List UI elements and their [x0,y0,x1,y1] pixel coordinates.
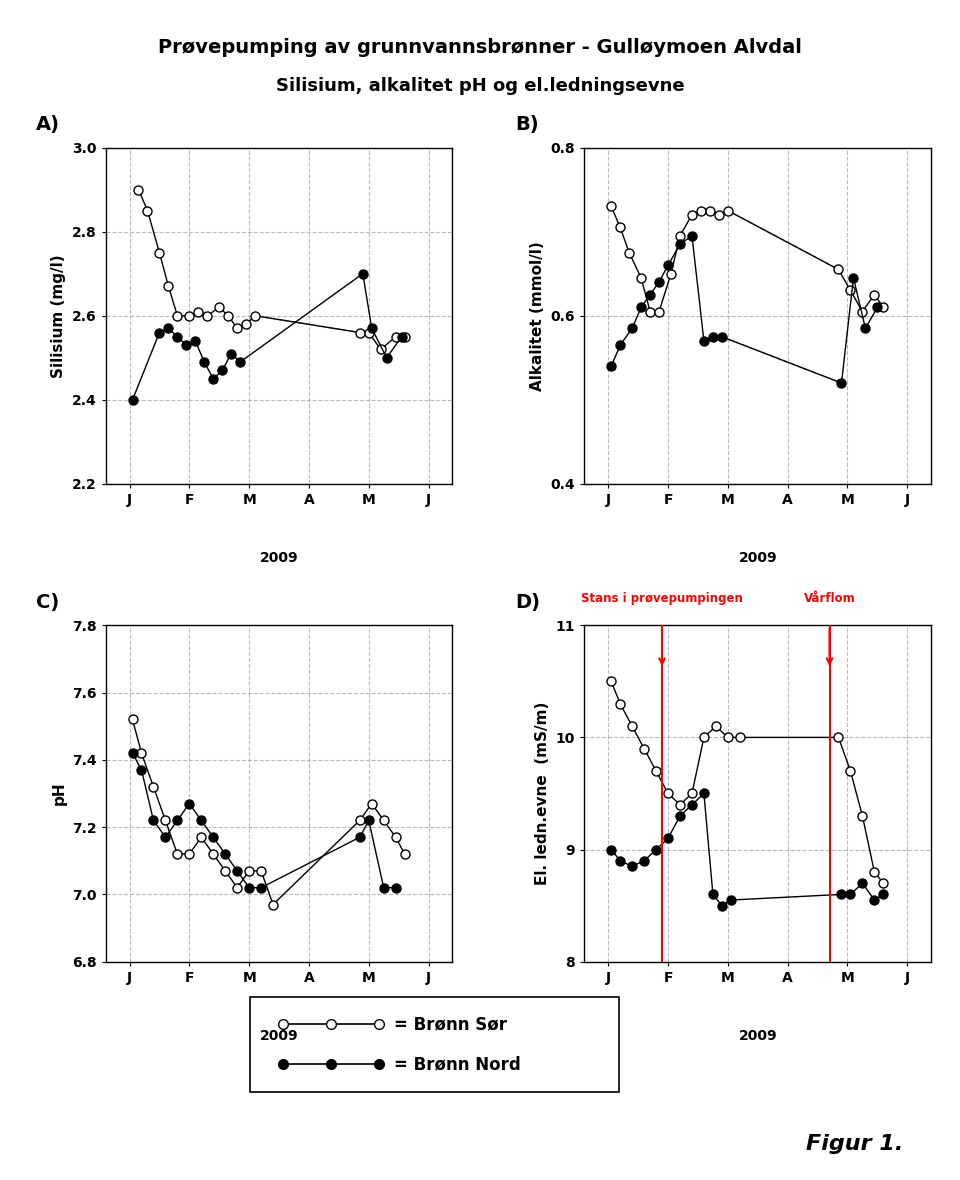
Text: Stans i prøvepumpingen: Stans i prøvepumpingen [581,592,743,605]
Text: Prøvepumping av grunnvannsbrønner - Gulløymoen Alvdal: Prøvepumping av grunnvannsbrønner - Gull… [158,38,802,57]
Text: = Brønn Sør: = Brønn Sør [394,1015,507,1034]
Y-axis label: Alkalitet (mmol/l): Alkalitet (mmol/l) [530,241,545,391]
Text: 2009: 2009 [738,551,777,565]
Text: Figur 1.: Figur 1. [806,1134,903,1154]
Text: C): C) [36,592,60,611]
Text: D): D) [515,592,540,611]
Text: B): B) [515,114,539,135]
Text: Vårflom: Vårflom [804,592,855,605]
Y-axis label: pH: pH [52,781,66,805]
Text: 2009: 2009 [260,1029,299,1043]
Text: Silisium, alkalitet pH og el.ledningsevne: Silisium, alkalitet pH og el.ledningsevn… [276,77,684,94]
Text: = Brønn Nord: = Brønn Nord [394,1055,520,1074]
Text: 2009: 2009 [738,1029,777,1043]
Text: 2009: 2009 [260,551,299,565]
Y-axis label: Silisium (mg/l): Silisium (mg/l) [51,254,66,378]
Y-axis label: El. ledn.evne  (mS/m): El. ledn.evne (mS/m) [536,702,550,885]
Text: A): A) [36,114,60,135]
